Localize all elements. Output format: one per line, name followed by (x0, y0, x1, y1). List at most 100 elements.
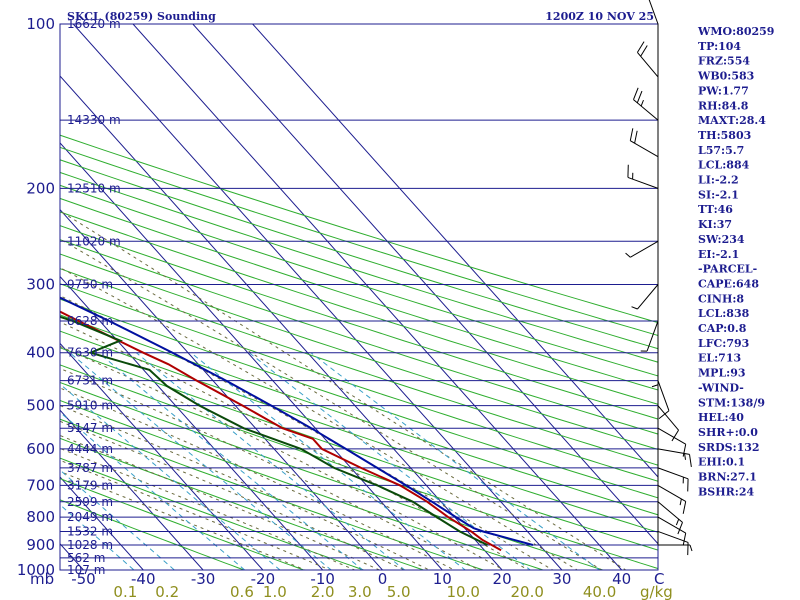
pressure-tick-label: 300 (26, 276, 55, 294)
dry-adiabat-line (60, 197, 658, 391)
moist-adiabat-line (60, 210, 627, 570)
stability-index-item: LCL:838 (698, 307, 750, 320)
wind-barb (625, 240, 659, 258)
dry-adiabat-line (60, 330, 658, 533)
wind-barb-half-flag (640, 99, 644, 107)
mixing-ratio-label: 40.0 (583, 583, 616, 600)
dry-adiabat-line (60, 478, 306, 570)
isotherm-line (132, 24, 623, 570)
pressure-tick-label: 1000 (17, 561, 55, 579)
height-level-label: 7630 m (67, 346, 113, 360)
height-level-label: 3787 m (67, 461, 113, 475)
wind-barb-flag (629, 128, 634, 141)
wind-barb-staff (637, 52, 659, 78)
mixing-unit-label: g/kg (640, 583, 673, 600)
wind-barb-staff (657, 467, 689, 480)
mixing-ratio-line (60, 469, 176, 570)
wind-barb-flag (633, 87, 639, 100)
wind-barb-half-flag (684, 453, 687, 460)
moist-adiabat-line (60, 447, 356, 570)
dry-adiabat-line (60, 159, 658, 350)
height-level-label: 107 m (67, 563, 105, 577)
wind-barb-staff (646, 320, 659, 352)
height-level-label: 9750 m (67, 278, 113, 292)
stability-index-item: L57:5.7 (698, 144, 744, 157)
stability-index-item: TT:46 (698, 203, 733, 216)
dry-adiabat-line (60, 268, 658, 466)
temperature-tick-label: 0 (378, 570, 388, 588)
dry-adiabat-line (60, 211, 658, 405)
height-level-label: 16620 m (67, 17, 121, 31)
dry-adiabat-line (60, 457, 366, 570)
mixing-ratio-line (60, 504, 135, 570)
wind-barb-staff (657, 380, 670, 411)
height-level-label: 5910 m (67, 399, 113, 413)
isotherm-line (192, 24, 658, 545)
mixing-ratio-line (69, 352, 332, 570)
height-level-label: 5147 m (67, 421, 113, 435)
temperature-tick-label: 30 (552, 570, 571, 588)
stability-index-item: WB0:583 (697, 70, 754, 83)
mixing-ratio-label: 0.2 (155, 583, 179, 600)
temperature-tick-label: 20 (493, 570, 512, 588)
dry-adiabat-line (60, 364, 658, 570)
wind-barb-staff (657, 427, 686, 445)
stability-index-item: KI:37 (698, 218, 732, 231)
stability-index-item: SHR+:0.0 (698, 426, 758, 439)
isotherm-line (60, 409, 204, 570)
height-level-label: 14330 m (67, 113, 121, 127)
wind-barb-staff (657, 530, 689, 543)
mixing-ratio-label: 2.0 (311, 583, 335, 600)
wind-barb (640, 320, 659, 352)
wind-barb-staff (637, 284, 659, 310)
wind-barb (657, 501, 683, 535)
isotherm-line (60, 342, 264, 570)
pressure-tick-label: 500 (26, 397, 55, 415)
dry-adiabat-line (60, 399, 545, 570)
height-level-label: 4444 m (67, 442, 113, 456)
temperature-unit-label: C (654, 570, 664, 588)
wind-barb-staff (657, 516, 686, 534)
wind-barb-flag (636, 90, 643, 103)
wind-barb-half-flag (675, 518, 680, 526)
height-level-label: 562 m (67, 551, 105, 565)
wind-barb (633, 87, 659, 121)
dry-adiabat-line (60, 225, 658, 420)
dry-adiabat-line (60, 239, 658, 435)
temperature-profile-line (60, 310, 502, 552)
moist-adiabat-line (60, 404, 431, 570)
wind-barb-staff (633, 99, 659, 121)
isotherm-line (72, 24, 563, 570)
wind-barb (657, 516, 687, 546)
wind-barb-half-flag (631, 306, 638, 310)
isotherm-line (60, 75, 503, 570)
moist-adiabat-line (60, 387, 456, 570)
temperature-tick-label: -50 (71, 570, 96, 588)
mixing-ratio-label: 3.0 (348, 583, 372, 600)
height-level-label: 2049 m (67, 510, 113, 524)
stability-index-item: CINH:8 (698, 292, 744, 305)
moist-adiabat-line (60, 345, 505, 570)
height-level-label: 6731 m (67, 374, 113, 388)
temperature-tick-label: -30 (191, 570, 216, 588)
wind-barb (637, 41, 659, 78)
temperature-tick-label: 10 (433, 570, 452, 588)
stability-index-item: LFC:793 (698, 337, 749, 350)
pressure-tick-label: 800 (26, 508, 55, 526)
dewpoint-profile-line (60, 315, 488, 546)
wind-barb (657, 467, 689, 492)
stability-index-item: LCL:884 (698, 159, 750, 172)
stability-index-item: BRN:27.1 (698, 471, 757, 484)
wind-barb (657, 405, 679, 442)
temperature-tick-label: -20 (251, 570, 276, 588)
dry-adiabat-line (60, 347, 658, 551)
mixing-ratio-line (248, 352, 532, 570)
stability-index-item: SRDS:132 (698, 441, 760, 454)
wind-barb (658, 544, 693, 552)
wind-barb (657, 530, 689, 556)
dry-adiabat-line (60, 314, 658, 516)
stability-index-item: PW:1.77 (698, 84, 749, 97)
parcel-profile-line (60, 296, 534, 546)
mixing-ratio-label: 0.1 (113, 583, 137, 600)
